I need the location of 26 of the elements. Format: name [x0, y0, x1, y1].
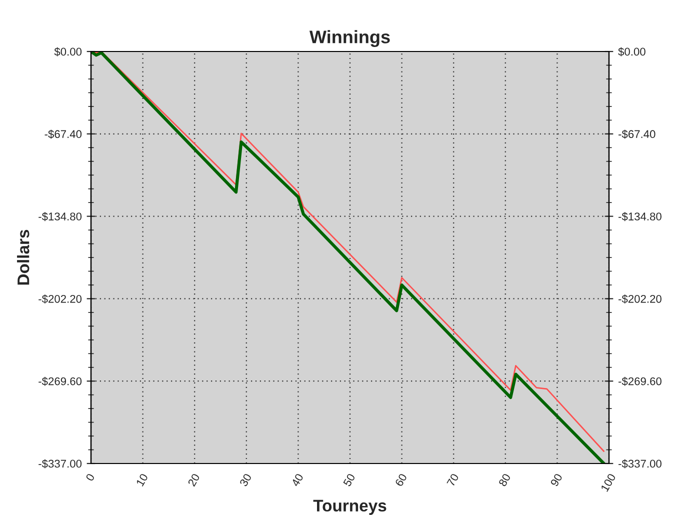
y2-tick-label: $0.00: [618, 47, 646, 56]
y2-tick-label: -$202.20: [618, 294, 662, 304]
chart-title: Winnings: [309, 30, 390, 47]
x-tick-label: 60: [394, 473, 408, 487]
x-tick-label: 0: [85, 473, 95, 482]
x-tick-label: 70: [446, 473, 460, 487]
y-tick-label: -$269.60: [38, 376, 82, 386]
x-tick-label: 100: [600, 473, 616, 492]
y-axis-title: Dollars: [17, 230, 30, 285]
y2-tick-label: -$134.80: [618, 212, 662, 222]
y-tick-label: -$134.80: [38, 212, 82, 222]
x-tick-label: 10: [136, 473, 148, 487]
y-tick-label: -$337.00: [38, 459, 82, 468]
y2-tick-label: -$337.00: [618, 459, 662, 468]
x-axis-title: Tourneys: [313, 500, 386, 515]
x-tick-label: 20: [188, 473, 200, 487]
y-tick-label: -$67.40: [44, 130, 82, 139]
x-tick-label: 40: [291, 473, 304, 488]
x-tick-label: 50: [342, 473, 356, 487]
x-tick-label: 90: [550, 473, 563, 487]
x-tick-label: 80: [498, 473, 511, 487]
y-tick-label: -$202.20: [38, 294, 82, 304]
y-tick-label: $0.00: [54, 47, 82, 56]
y2-tick-label: -$67.40: [618, 130, 656, 139]
x-tick-label: 30: [239, 473, 252, 487]
y2-tick-label: -$269.60: [618, 376, 662, 386]
